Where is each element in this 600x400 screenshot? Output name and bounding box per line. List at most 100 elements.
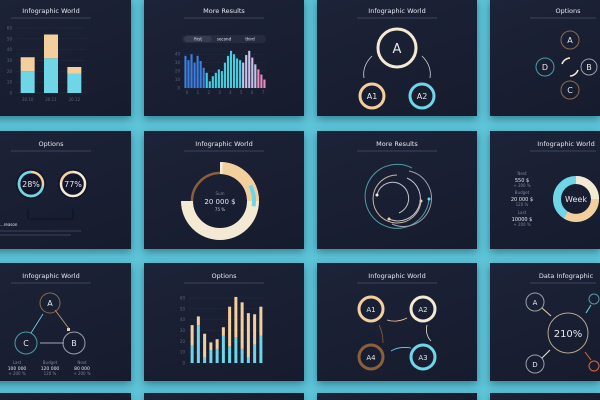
bar — [67, 73, 82, 93]
y-tick-label: 40 — [7, 47, 13, 52]
svg-text:120 000: 120 000 — [41, 366, 60, 372]
y-tick-label: 30 — [175, 60, 181, 65]
bar — [187, 60, 190, 88]
slide-title: Options — [211, 272, 237, 280]
x-tick-label: 0 — [186, 90, 189, 95]
slide-partial[interactable] — [0, 393, 131, 400]
bar — [202, 67, 205, 88]
legend-second[interactable]: second — [217, 37, 232, 42]
slide-options-nodes[interactable]: Options A B C D — [490, 0, 600, 116]
svg-text:Last: Last — [518, 210, 527, 215]
donut-segment — [575, 176, 599, 200]
slide-rings[interactable]: Options 28% 77% ...reason — [0, 131, 131, 249]
slide-triangle[interactable]: Infographic World A B C Last 100 000 + 200… — [0, 263, 131, 381]
bar — [209, 350, 213, 363]
stat-budget: Budget 20 000 $120 % — [511, 190, 533, 207]
ring-1-label: 28% — [22, 180, 40, 189]
bar — [217, 69, 220, 88]
bar — [20, 71, 35, 93]
slide-data-infographic[interactable]: Data Infographic 210% A D — [490, 263, 600, 381]
bar — [246, 313, 250, 358]
bar — [263, 79, 266, 88]
bar — [234, 296, 238, 337]
slide-title: More Results — [376, 140, 418, 148]
legend-third[interactable]: third — [245, 37, 255, 42]
y-tick-label: 30 — [7, 58, 13, 63]
slide-options-bar-chart[interactable]: Options 0 10 20 30 40 50 60 — [144, 263, 304, 381]
y-tick-label: 10 — [175, 77, 181, 82]
slide-week[interactable]: Infographic World Next 550 $ + 200 % Budge… — [490, 131, 600, 249]
bar — [215, 348, 219, 363]
svg-text:+ 200 %: + 200 % — [73, 371, 91, 376]
y-tick-label: 60 — [7, 26, 13, 31]
caption: ...reason — [0, 222, 18, 227]
bar — [228, 306, 232, 347]
bar — [209, 342, 213, 350]
stat-last: Last 10000 $+ 200 % — [512, 210, 533, 227]
bar — [203, 333, 207, 358]
bar — [259, 335, 263, 363]
svg-text:100 000: 100 000 — [8, 366, 27, 372]
slide-histogram[interactable]: More Results first second third 0 10 20 30 4… — [144, 0, 304, 116]
bar — [208, 81, 211, 88]
svg-text:B: B — [586, 63, 592, 72]
node-a — [376, 27, 418, 69]
bar — [196, 316, 200, 326]
bar — [214, 72, 217, 88]
bar — [228, 346, 232, 363]
bar — [257, 69, 260, 88]
slide-donut[interactable]: Infographic World Sum 20 000 $ 75 % — [144, 131, 304, 249]
svg-text:Last: Last — [13, 360, 22, 365]
svg-text:75 %: 75 % — [215, 207, 225, 212]
bar — [20, 57, 35, 72]
bar — [44, 58, 58, 93]
bar — [223, 62, 227, 88]
svg-text:20 000 $: 20 000 $ — [511, 197, 533, 203]
svg-text:+ 200 %: + 200 % — [513, 222, 531, 227]
bar — [205, 72, 208, 88]
y-tick-label: 20 — [180, 339, 186, 344]
bar — [242, 62, 245, 88]
bar — [199, 60, 202, 88]
node-d: D — [532, 361, 537, 369]
bar — [190, 325, 194, 346]
x-tick-label: 1 — [197, 90, 200, 95]
node-b: B — [71, 339, 77, 348]
bar — [190, 54, 193, 88]
svg-text:120 %: 120 % — [516, 202, 529, 207]
bar — [226, 55, 230, 88]
svg-text:A2: A2 — [417, 92, 428, 101]
y-tick-label: 0 — [177, 86, 180, 91]
bar — [234, 337, 238, 363]
slide-partial[interactable] — [490, 393, 600, 400]
y-tick-label: 40 — [175, 52, 181, 57]
bar — [215, 339, 219, 349]
slide-spiral[interactable]: More Results — [317, 131, 477, 249]
svg-text:Next: Next — [517, 171, 527, 176]
y-tick-label: 50 — [7, 36, 13, 41]
donut-value: 20 000 $ — [204, 198, 235, 206]
y-tick-label: 30 — [180, 328, 186, 333]
legend-first[interactable]: first — [194, 37, 202, 42]
slide-bar-chart[interactable]: Infographic World 0 10 20 30 40 50 60 20.10 20.1… — [0, 0, 131, 116]
bar — [245, 55, 248, 88]
slide-cycle[interactable]: Infographic World A1 A2 A3 A4 — [317, 263, 477, 381]
bar — [246, 357, 250, 363]
svg-text:550 $: 550 $ — [515, 178, 529, 184]
node-a — [560, 30, 580, 50]
bar — [232, 54, 236, 88]
slide-tree[interactable]: Infographic World A A1 A2 — [317, 0, 477, 116]
bar — [229, 50, 233, 88]
bar — [193, 62, 196, 88]
bar — [190, 345, 194, 363]
slide-partial[interactable] — [144, 393, 304, 400]
bar — [67, 67, 82, 74]
arrow-icon — [421, 55, 431, 79]
slide-partial[interactable] — [317, 393, 477, 400]
donut-remainder — [190, 171, 221, 202]
x-tick-label: 20.11 — [45, 97, 57, 102]
slide-title: Infographic World — [368, 7, 425, 15]
bar — [220, 71, 223, 88]
